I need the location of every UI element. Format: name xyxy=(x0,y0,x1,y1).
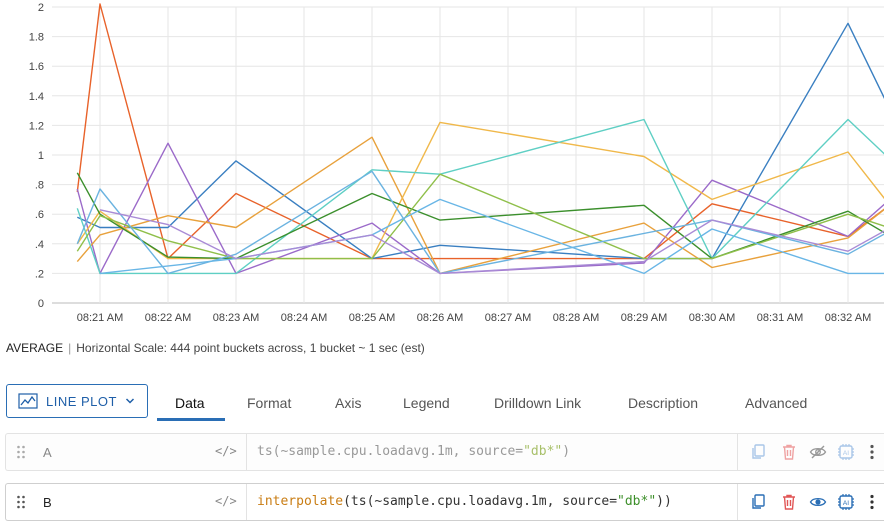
tab-data[interactable]: Data xyxy=(175,395,205,411)
x-axis-ticks: 08:21 AM 08:22 AM 08:23 AM 08:24 AM 08:25 AM… xyxy=(77,312,871,324)
tab-drilldown-link[interactable]: Drilldown Link xyxy=(494,395,582,411)
y-tick-label: 1 xyxy=(38,150,44,162)
y-tick-label: 1.2 xyxy=(29,120,44,132)
query-row-a: A </> ts(~sample.cpu.loadavg.1m, source=… xyxy=(5,433,884,471)
y-tick-label: 1.8 xyxy=(29,32,44,44)
line-chart-icon xyxy=(18,393,38,409)
svg-text:AI: AI xyxy=(843,500,849,507)
series-line[interactable] xyxy=(99,209,884,275)
svg-text:AI: AI xyxy=(843,450,849,457)
ai-icon[interactable]: AI xyxy=(837,443,855,461)
y-tick-label: 0 xyxy=(38,298,44,310)
query-name[interactable]: B xyxy=(43,495,52,510)
horizontal-scale-info: AVERAGE | Horizontal Scale: 444 point buck… xyxy=(6,341,425,355)
query-part: (ts(~sample.cpu.loadavg.1m, source= xyxy=(343,494,618,509)
x-tick-label: 08:25 AM xyxy=(349,312,395,324)
series-line[interactable] xyxy=(76,118,884,275)
ai-icon[interactable]: AI xyxy=(837,493,855,511)
query-part: interpolate xyxy=(257,494,344,509)
y-tick-label: .6 xyxy=(35,209,44,221)
y-axis-ticks: 0 .2 .4 .6 .8 1 1.2 1.4 1.6 1.8 2 xyxy=(29,2,44,310)
query-part: ts(~sample.cpu.loadavg.1m, source= xyxy=(257,444,524,459)
y-tick-label: .2 xyxy=(35,268,44,280)
x-tick-label: 08:27 AM xyxy=(485,312,531,324)
drag-handle-icon[interactable] xyxy=(16,445,26,459)
x-tick-label: 08:23 AM xyxy=(213,312,259,324)
y-tick-label: 1.6 xyxy=(29,61,44,73)
series-line[interactable] xyxy=(76,142,884,275)
x-tick-label: 08:22 AM xyxy=(145,312,191,324)
query-editor-toolbar: LINE PLOT Data Format Axis Legend Drilld… xyxy=(0,382,884,422)
eye-off-icon[interactable] xyxy=(809,443,827,461)
query-input[interactable]: interpolate(ts(~sample.cpu.loadavg.1m, s… xyxy=(257,494,672,509)
aggregation-label: AVERAGE xyxy=(6,341,64,355)
plot-type-dropdown[interactable]: LINE PLOT xyxy=(6,384,148,418)
series-line[interactable] xyxy=(77,22,884,260)
series-line[interactable] xyxy=(76,172,884,260)
more-vertical-icon[interactable] xyxy=(868,443,876,461)
x-tick-label: 08:24 AM xyxy=(281,312,327,324)
query-row-b: B </> interpolate(ts(~sample.cpu.loadavg… xyxy=(5,483,884,521)
scale-text: Horizontal Scale: 444 point buckets acro… xyxy=(76,341,425,355)
query-part: "db*" xyxy=(617,494,657,509)
chevron-down-icon xyxy=(125,398,134,404)
tab-axis[interactable]: Axis xyxy=(335,395,362,411)
copy-icon[interactable] xyxy=(750,493,768,511)
series-line[interactable] xyxy=(76,170,884,275)
trash-icon[interactable] xyxy=(780,493,798,511)
tab-format[interactable]: Format xyxy=(247,395,292,411)
scale-separator: | xyxy=(68,341,72,355)
y-tick-label: .8 xyxy=(35,180,44,192)
trash-icon[interactable] xyxy=(780,443,798,461)
query-part: "db*" xyxy=(523,444,563,459)
x-tick-label: 08:32 AM xyxy=(825,312,871,324)
divider xyxy=(246,484,247,520)
y-tick-label: .4 xyxy=(35,239,44,251)
plot-type-label: LINE PLOT xyxy=(46,393,117,409)
tab-description[interactable]: Description xyxy=(628,395,699,411)
divider xyxy=(737,434,738,470)
query-name[interactable]: A xyxy=(43,445,52,460)
line-chart: 0 .2 .4 .6 .8 1 1.2 1.4 1.6 1.8 2 08:21 AM 08:22 AM… xyxy=(29,2,884,324)
x-tick-label: 08:30 AM xyxy=(689,312,735,324)
y-tick-label: 1.4 xyxy=(29,91,44,103)
divider xyxy=(737,484,738,520)
x-tick-label: 08:21 AM xyxy=(77,312,123,324)
copy-icon[interactable] xyxy=(750,443,768,461)
code-icon[interactable]: </> xyxy=(215,444,237,458)
series-line[interactable] xyxy=(76,136,884,275)
code-icon[interactable]: </> xyxy=(215,494,237,508)
drag-handle-icon[interactable] xyxy=(16,495,26,509)
x-tick-label: 08:26 AM xyxy=(417,312,463,324)
tab-legend[interactable]: Legend xyxy=(403,395,450,411)
query-input[interactable]: ts(~sample.cpu.loadavg.1m, source="db*") xyxy=(257,444,570,459)
x-tick-label: 08:29 AM xyxy=(621,312,667,324)
tab-advanced[interactable]: Advanced xyxy=(745,395,808,411)
eye-icon[interactable] xyxy=(809,493,827,511)
query-part: )) xyxy=(656,494,672,509)
more-vertical-icon[interactable] xyxy=(868,493,876,511)
divider xyxy=(246,434,247,470)
active-tab-indicator xyxy=(157,418,225,421)
chart-series xyxy=(76,3,884,275)
x-tick-label: 08:31 AM xyxy=(757,312,803,324)
x-tick-label: 08:28 AM xyxy=(553,312,599,324)
y-tick-label: 2 xyxy=(38,2,44,14)
query-part: ) xyxy=(562,444,571,459)
